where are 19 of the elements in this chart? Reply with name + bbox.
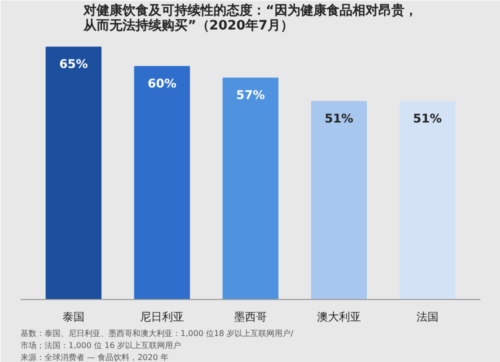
data-label: 51% [324, 111, 354, 126]
text: 基数：泰国、尼日利亚、墨西哥和澳大利亚：1,000 位18 岁以上互联网用户/ [20, 329, 294, 338]
bar [311, 100, 367, 300]
data-label: 60% [148, 76, 176, 91]
x-tick-label: 泰国 [62, 310, 85, 324]
source-note: 来源：全球消费者 — 食品饮料，2020 年 [20, 353, 168, 362]
bar [222, 78, 278, 300]
bar [400, 100, 456, 300]
bar [46, 46, 102, 300]
bar [134, 66, 190, 300]
chart-title: 对健康饮食及可持续性的态度：“因为健康食品相对昂贵，从而无法持续购买”（2020年7月） [82, 2, 418, 34]
x-tick-label: 墨西哥 [234, 310, 267, 324]
x-tick-label: 尼日利亚 [140, 310, 184, 324]
text: 市场；法国：1,000 位 16 岁以上互联网用户 [20, 341, 182, 350]
x-tick-label: 法国 [416, 310, 438, 324]
x-tick-label: 澳大利亚 [316, 310, 361, 324]
data-label: 57% [236, 88, 265, 102]
data-label: 51% [413, 111, 442, 126]
data-label: 65% [59, 57, 88, 72]
